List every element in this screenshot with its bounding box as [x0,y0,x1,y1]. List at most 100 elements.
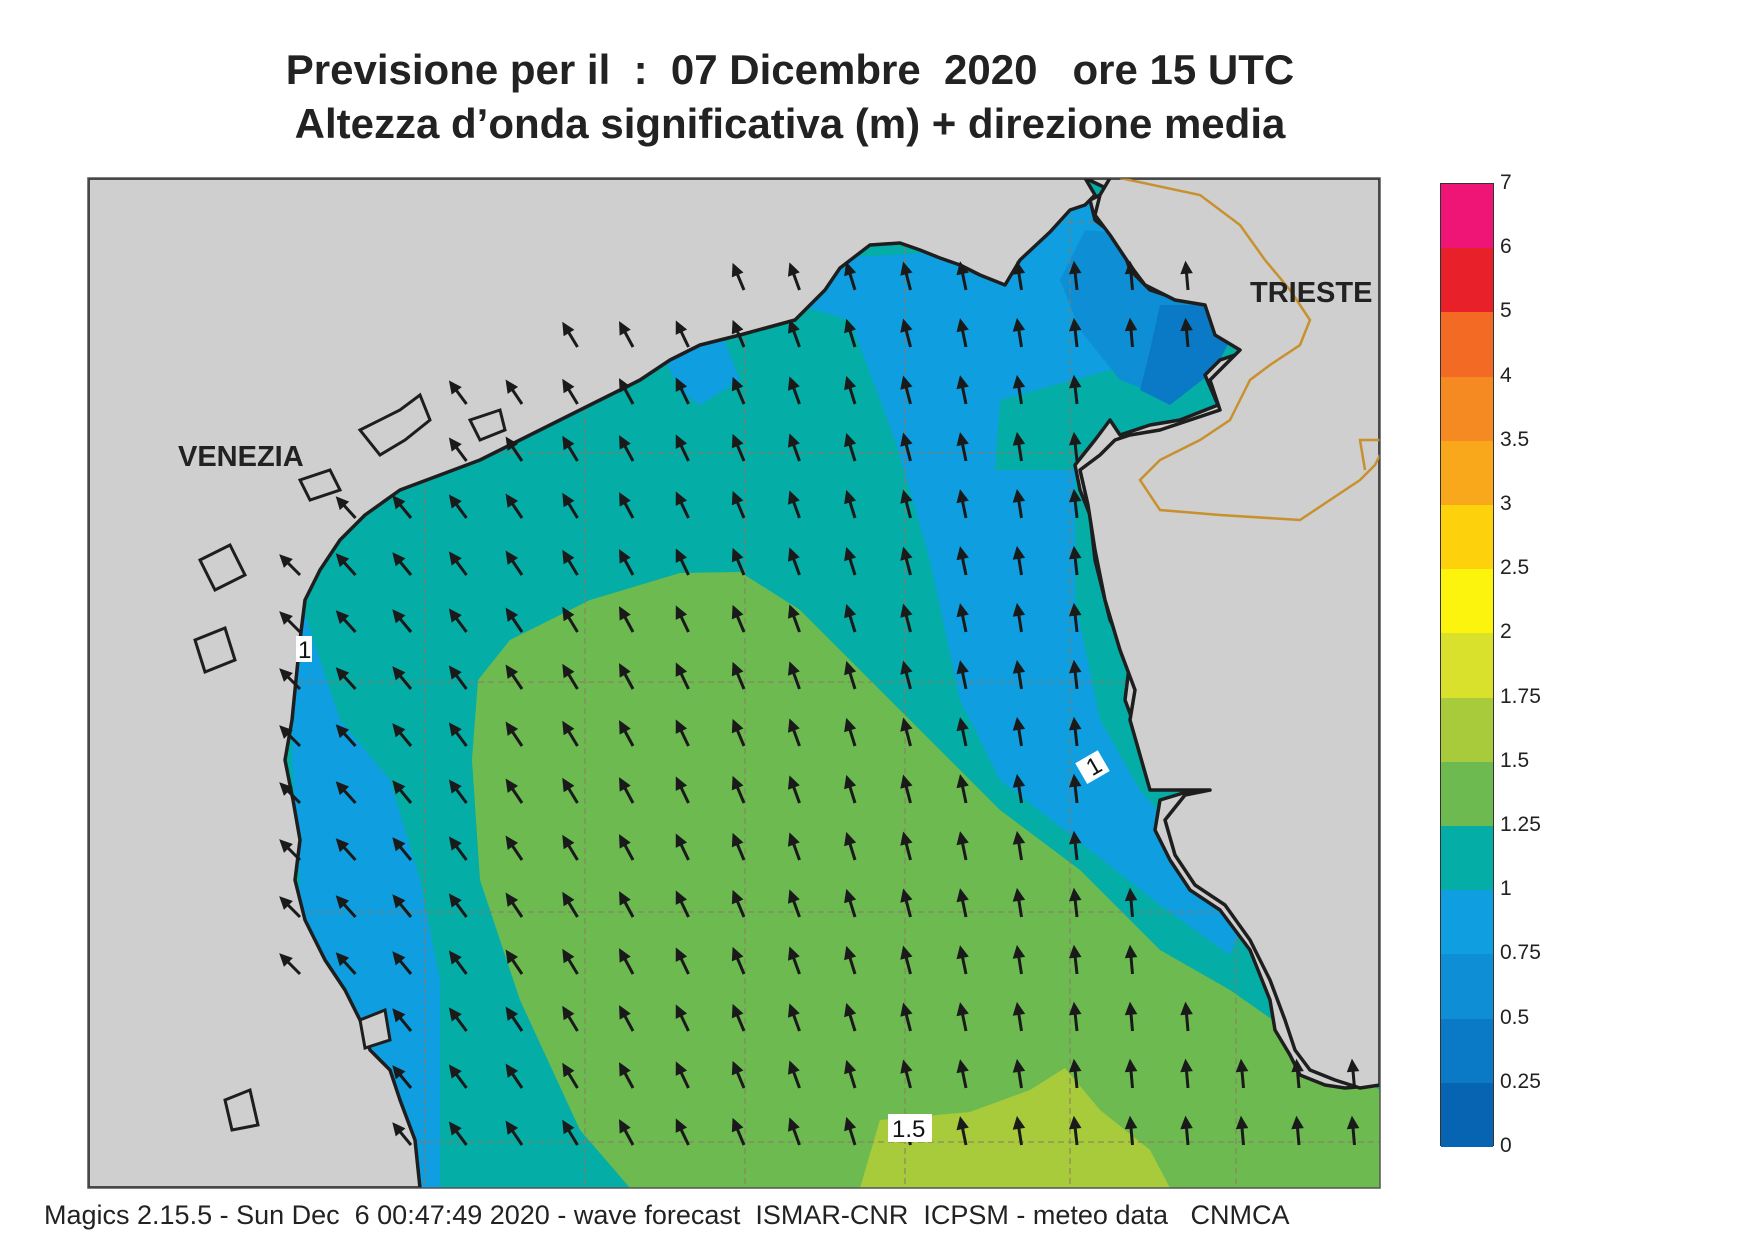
direction-arrowhead [787,832,800,847]
direction-arrowhead [1180,1058,1193,1073]
direction-arrowhead [731,1060,744,1076]
direction-arrowhead [787,1117,800,1132]
colorbar-band [1441,633,1493,699]
direction-arrowhead [1012,374,1026,389]
direction-arrowhead [1068,716,1082,731]
colorbar-tick-label: 1.5 [1500,748,1530,772]
direction-arrowhead [335,496,350,511]
direction-arrowhead [1068,830,1082,845]
direction-arrowhead [731,547,744,563]
direction-arrowhead [279,725,293,739]
direction-arrowhead [1012,659,1026,674]
direction-arrowhead [1124,944,1138,959]
direction-arrowhead [675,491,688,506]
colorbar-tick-label: 6 [1500,235,1512,259]
direction-arrowhead [844,489,857,505]
direction-arrowhead [900,660,913,675]
direction-arrowhead [335,781,350,796]
land-istria [1078,178,1380,1090]
direction-arrowhead [1068,1058,1082,1073]
colorbar-tick-label: 2.5 [1500,556,1530,580]
direction-arrowhead [562,1005,575,1021]
direction-arrowhead [844,375,857,391]
national-border [1119,178,1380,522]
direction-arrowhead [1012,1115,1026,1130]
direction-arrowhead [787,775,800,790]
direction-arrowhead [956,261,969,276]
direction-arrowhead [448,722,462,737]
direction-arrowhead [731,433,744,449]
direction-arrowhead [844,318,857,334]
direction-arrowhead [1291,1058,1304,1073]
direction-arrowhead [956,831,969,846]
direction-arrowhead [1180,260,1193,275]
direction-arrowhead [844,432,857,448]
direction-arrowhead [1124,887,1138,902]
direction-arrowhead [1124,1058,1138,1073]
direction-arrowhead [675,662,688,677]
title-line-2: Altezza d’onda significativa (m) + direz… [294,100,1286,147]
direction-arrowhead [1235,1058,1249,1073]
colorbar-tick-label: 0 [1500,1134,1512,1157]
direction-arrowhead [900,603,913,618]
colorbar-band [1441,440,1493,506]
direction-arrowhead [844,831,857,847]
direction-arrowhead [1068,317,1082,332]
direction-arrowhead [675,719,688,734]
direction-arrowhead [731,661,744,677]
direction-arrowhead [1124,260,1138,275]
direction-arrowhead [675,776,688,791]
direction-arrowhead [619,606,631,621]
direction-arrowhead [956,432,969,447]
wave-zone-1.25-1.5 [472,572,1380,1188]
direction-arrowhead [619,1005,631,1020]
direction-arrowhead [956,318,969,333]
direction-arrowhead [392,780,406,795]
direction-arrowhead [1068,374,1082,389]
wave-zone-0.75-1 [780,195,1240,955]
direction-arrowhead [505,949,519,964]
direction-arrowhead [956,603,969,618]
direction-arrowhead [1012,431,1026,446]
direction-arrowhead [562,948,575,964]
direction-arrowhead [448,608,462,623]
direction-arrowhead [787,433,800,448]
direction-arrowhead [900,432,913,447]
colorbar-band [1441,1082,1493,1148]
direction-arrowhead [619,891,631,906]
colorbar-band [1441,248,1493,313]
direction-arrowhead [675,833,688,848]
direction-arrowhead [900,375,913,390]
city-label-venezia: VENEZIA [178,441,304,473]
colorbar-tick-label: 4 [1500,363,1512,387]
direction-arrowhead [1180,1115,1193,1130]
direction-arrowhead [335,610,350,625]
colorbar-band [1441,569,1493,634]
direction-arrowhead [731,889,744,905]
footer: Magics 2.15.5 - Sun Dec 6 00:47:49 2020 … [44,1200,1290,1230]
direction-arrowhead [562,720,575,736]
direction-arrowhead [562,1062,575,1078]
direction-arrowhead [505,892,519,907]
direction-arrowhead [1346,1115,1360,1130]
direction-arrowhead [1068,1115,1082,1130]
direction-arrowhead [505,493,519,508]
direction-arrowhead [562,492,575,508]
direction-arrowhead [505,607,519,622]
direction-arrowhead [787,262,800,277]
direction-arrowhead [619,834,631,849]
direction-arrowhead [787,889,800,904]
direction-arrowhead [844,261,857,277]
direction-arrowhead [448,665,462,680]
direction-arrowhead [844,603,857,619]
direction-arrowhead [335,895,350,910]
direction-arrowhead [675,548,688,563]
direction-arrowhead [900,489,913,504]
direction-arrowhead [1180,1001,1193,1016]
direction-arrowhead [731,718,744,734]
direction-arrowhead [956,1059,969,1074]
colorbar-band [1441,184,1493,249]
colorbar-tick-label: 0.5 [1500,1005,1530,1029]
wave-zone-0.25-0.5 [1140,305,1235,405]
svg-text:1: 1 [298,637,311,664]
